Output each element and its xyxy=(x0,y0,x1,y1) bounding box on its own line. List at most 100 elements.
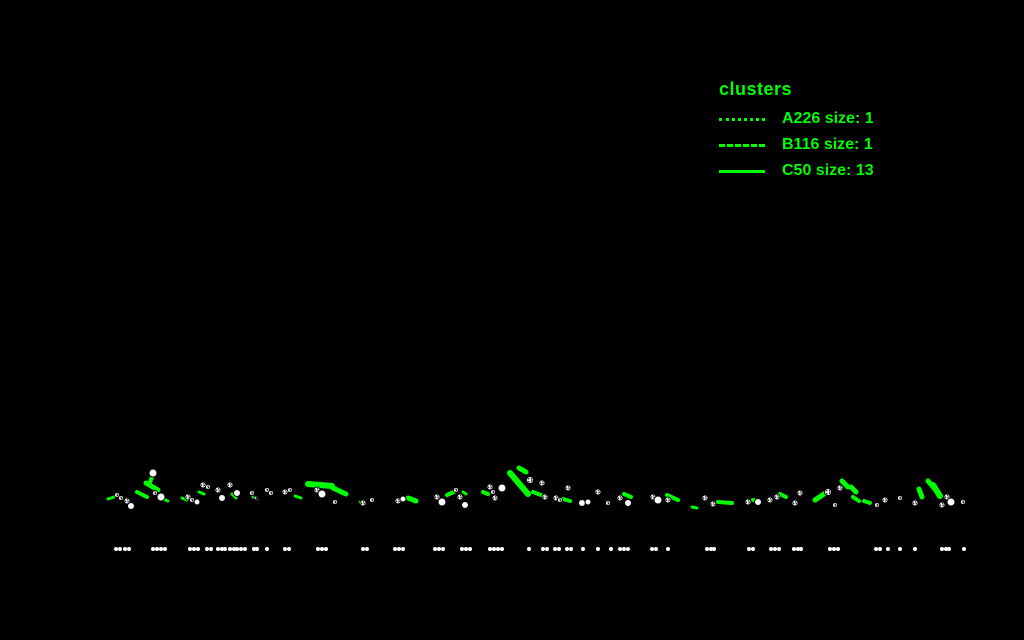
legend-label: C50 size: 13 xyxy=(782,162,874,179)
case-node xyxy=(332,499,338,505)
case-node xyxy=(766,496,774,504)
cluster-edge xyxy=(862,499,872,505)
legend-label: A226 size: 1 xyxy=(782,110,874,127)
rug-dot xyxy=(565,547,569,551)
rug-dot xyxy=(155,547,159,551)
case-node xyxy=(557,497,563,503)
rug-dot xyxy=(151,547,155,551)
rug-dot xyxy=(393,547,397,551)
rug-dot xyxy=(223,547,227,551)
rug-dot xyxy=(709,547,713,551)
case-node xyxy=(744,498,752,506)
case-node xyxy=(148,468,158,478)
case-node xyxy=(226,481,234,489)
rug-dot xyxy=(944,547,948,551)
case-node xyxy=(594,488,602,496)
rug-dot xyxy=(545,547,549,551)
rug-dot xyxy=(622,547,626,551)
case-node xyxy=(433,493,441,501)
rug-dot xyxy=(947,547,951,551)
legend: clusters A226 size: 1 B116 size: 1 C50 s… xyxy=(719,80,874,184)
case-node xyxy=(526,476,534,484)
case-node xyxy=(317,489,327,499)
legend-title: clusters xyxy=(719,79,793,99)
case-node xyxy=(960,499,966,505)
rug-dot xyxy=(874,547,878,551)
rug-dot xyxy=(705,547,709,551)
case-node xyxy=(946,497,956,507)
case-node xyxy=(578,499,586,507)
rug-dot xyxy=(163,547,167,551)
cluster-edge xyxy=(622,492,633,499)
rug-dot xyxy=(243,547,247,551)
cluster-edge xyxy=(197,490,206,496)
rug-dot xyxy=(828,547,832,551)
legend-label: B116 size: 1 xyxy=(782,136,873,153)
cluster-edge xyxy=(916,486,925,500)
rug-dot xyxy=(255,547,259,551)
cluster-edge xyxy=(848,484,859,495)
rug-dot xyxy=(127,547,131,551)
rug-dot xyxy=(836,547,840,551)
rug-dot xyxy=(464,547,468,551)
rug-dot xyxy=(751,547,755,551)
legend-row-c50: C50 size: 13 xyxy=(719,158,874,184)
solid-line-swatch xyxy=(719,169,765,173)
rug-dot xyxy=(557,547,561,551)
case-node xyxy=(938,501,946,509)
rug-dot xyxy=(441,547,445,551)
cluster-edge xyxy=(561,497,572,503)
rug-dot xyxy=(650,547,654,551)
case-node xyxy=(791,499,799,507)
cluster-edge xyxy=(839,478,851,490)
case-node xyxy=(541,493,549,501)
rug-dot xyxy=(188,547,192,551)
case-node xyxy=(399,495,407,503)
rug-dot xyxy=(492,547,496,551)
rug-dot xyxy=(220,547,224,551)
cluster-edge xyxy=(851,495,861,503)
case-node xyxy=(359,499,367,507)
case-node xyxy=(584,498,592,506)
cluster-edge xyxy=(930,482,943,499)
rug-dot xyxy=(239,547,243,551)
rug-dot xyxy=(654,547,658,551)
rug-dot xyxy=(773,547,777,551)
case-node xyxy=(605,500,611,506)
case-node xyxy=(233,489,241,497)
case-node xyxy=(437,497,447,507)
rug-dot xyxy=(596,547,600,551)
cluster-edge xyxy=(305,481,335,489)
rug-dot xyxy=(898,547,902,551)
case-node xyxy=(897,495,903,501)
case-node xyxy=(268,490,274,496)
rug-dot xyxy=(769,547,773,551)
rug-dot xyxy=(118,547,122,551)
case-node xyxy=(701,494,709,502)
rug-dot xyxy=(541,547,545,551)
rug-dot xyxy=(527,547,531,551)
case-node xyxy=(456,493,464,501)
cluster-edge xyxy=(135,490,149,499)
case-node xyxy=(874,502,880,508)
rug-dot xyxy=(228,547,232,551)
rug-dot xyxy=(609,547,613,551)
case-node xyxy=(824,488,832,496)
rug-dot xyxy=(205,547,209,551)
rug-dot xyxy=(437,547,441,551)
case-node xyxy=(832,502,838,508)
rug-dot xyxy=(232,547,236,551)
rug-dot xyxy=(209,547,213,551)
cluster-edge xyxy=(147,475,154,487)
case-node xyxy=(491,494,499,502)
rug-dot xyxy=(216,547,220,551)
case-node xyxy=(253,495,259,501)
cluster-edge xyxy=(230,492,238,500)
cluster-edge xyxy=(461,490,468,496)
cluster-edge xyxy=(330,485,349,497)
rug-dot xyxy=(123,547,127,551)
case-node xyxy=(287,487,293,493)
rug-dot xyxy=(886,547,890,551)
